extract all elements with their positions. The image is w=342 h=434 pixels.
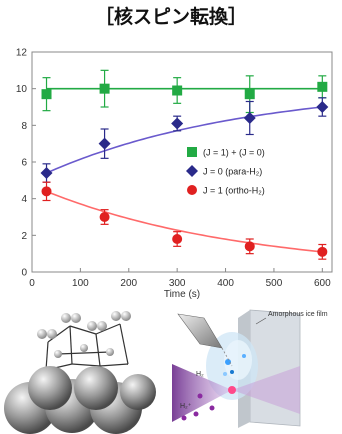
x-tick-label: 100 (72, 278, 89, 289)
legend-marker (187, 185, 197, 195)
x-tick-label: 600 (314, 278, 331, 289)
data-point (98, 137, 111, 150)
molecule-cluster-illustration (4, 311, 156, 434)
h2plus-label: H₂⁺ (180, 403, 192, 410)
data-point (243, 112, 256, 124)
data-point (316, 101, 329, 113)
data-point (41, 186, 52, 197)
para-fit-curve (46, 106, 323, 174)
y-tick-label: 8 (21, 121, 27, 132)
illustrations: Amorphous ice film H₂ H₂⁺ (4, 309, 328, 434)
x-tick-label: 200 (120, 278, 137, 289)
y-tick-label: 6 (21, 158, 27, 169)
film-label: Amorphous ice film (268, 311, 328, 318)
data-point (244, 241, 255, 252)
y-tick-label: 4 (21, 194, 27, 205)
legend-label: J = 1 (ortho-H₂) (203, 186, 265, 196)
data-point (171, 117, 184, 130)
x-axis: 0 100 200 300 400 500 600 (29, 268, 331, 289)
x-tick-label: 400 (217, 278, 234, 289)
data-point (41, 89, 52, 100)
legend: (J = 1) + (J = 0) J = 0 (para-H₂) J = 1 (o… (186, 147, 265, 196)
ortho-fit-curve (46, 190, 323, 253)
data-markers (40, 69, 329, 260)
data-point (40, 167, 53, 179)
data-point (99, 83, 110, 94)
legend-marker (187, 147, 197, 157)
data-point (317, 81, 328, 92)
x-tick-label: 500 (266, 278, 283, 289)
time-evolution-chart: 0 2 4 6 8 10 12 0 100 200 300 400 500 600 (J = 1) + … (16, 48, 333, 300)
data-point (99, 212, 110, 222)
legend-label: J = 0 (para-H₂) (203, 167, 262, 177)
x-tick-label: 0 (29, 278, 35, 289)
x-tick-label: 300 (169, 278, 186, 289)
legend-marker (186, 165, 198, 177)
y-tick-label: 2 (21, 231, 27, 242)
data-point (317, 246, 328, 257)
legend-label: (J = 1) + (J = 0) (203, 148, 265, 158)
x-axis-label: Time (s) (164, 289, 200, 300)
y-axis: 0 2 4 6 8 10 12 (16, 48, 36, 279)
h2-label: H₂ (196, 371, 204, 378)
y-tick-label: 12 (16, 48, 28, 59)
data-point (172, 234, 183, 244)
y-tick-label: 0 (21, 268, 27, 279)
fit-curves (46, 87, 323, 253)
ice-film-experiment-illustration: Amorphous ice film H₂ H₂⁺ (172, 309, 328, 428)
data-point (172, 85, 183, 96)
figure-title: ［核スピン転換］ (94, 6, 247, 28)
y-tick-label: 10 (16, 84, 28, 95)
data-point (244, 89, 255, 100)
